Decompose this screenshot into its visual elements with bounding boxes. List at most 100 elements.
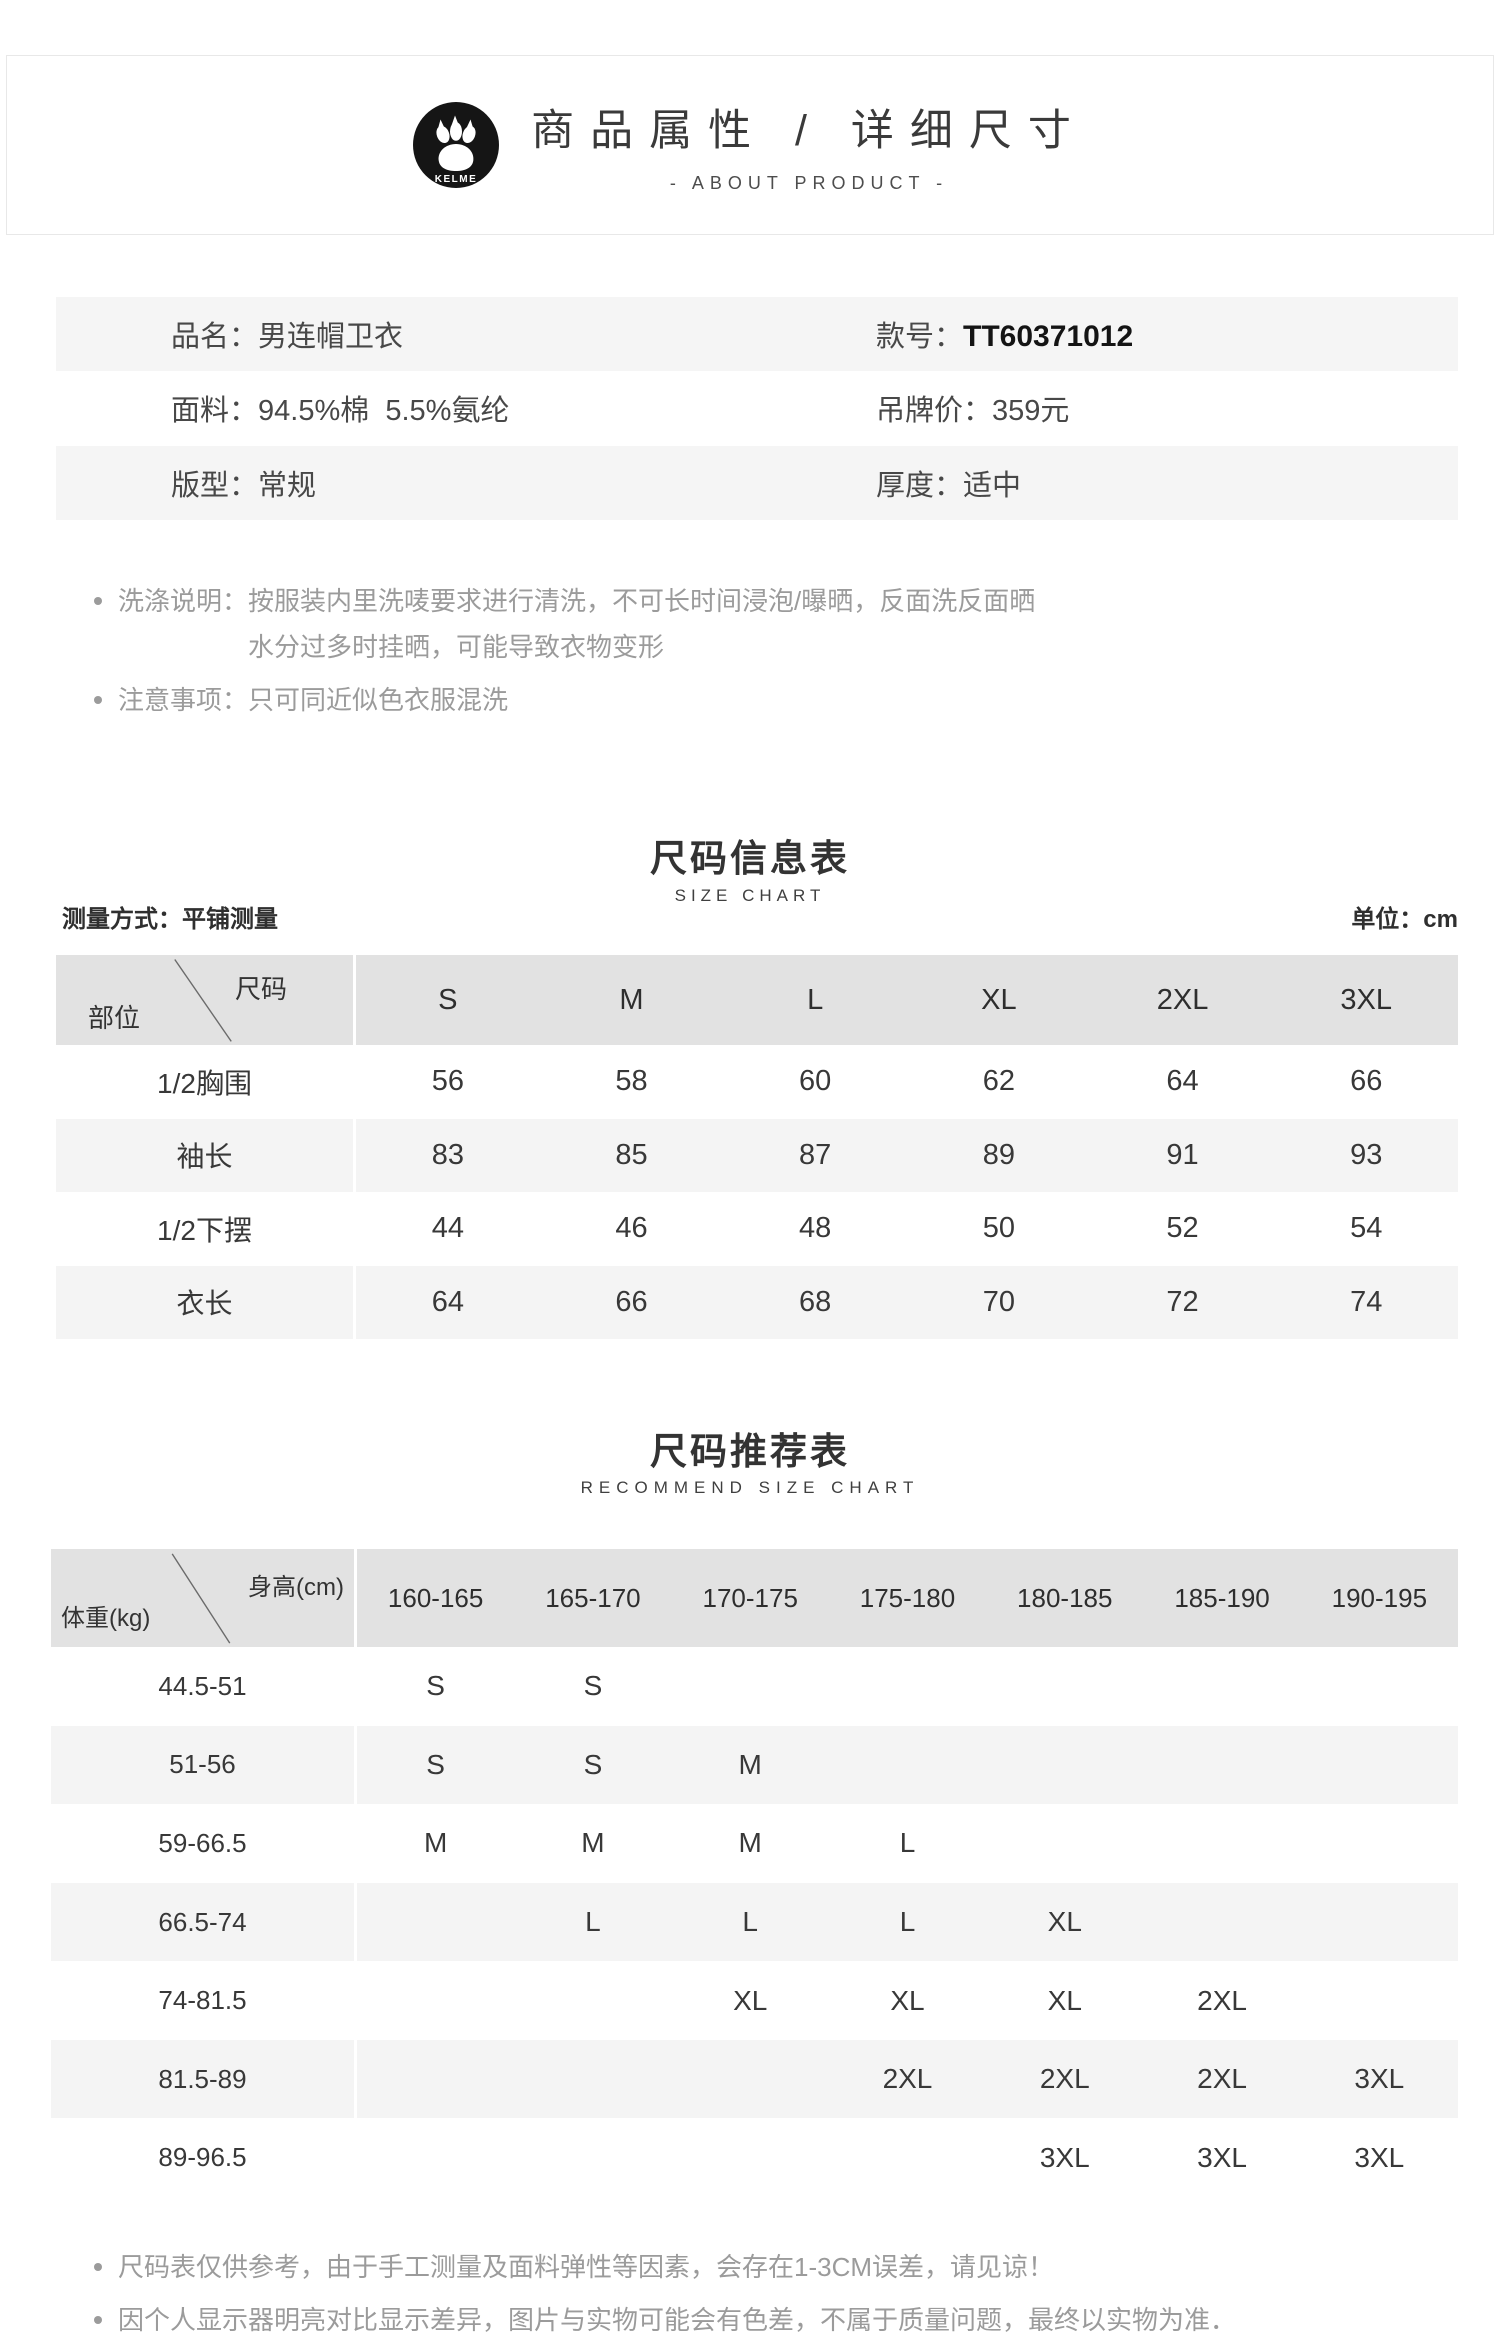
table-row: 66.5-74 L L L XL (51, 1882, 1458, 1962)
column-header: 3XL (1340, 983, 1392, 1016)
column-header: 175-180 (859, 1582, 956, 1613)
table-cell: XL (733, 1984, 768, 2016)
corner-bottom-label: 体重(kg) (61, 1605, 151, 1632)
page-title: 商品属性 / 详细尺寸 (531, 107, 1087, 155)
table-row: 51-56 S S M (51, 1725, 1458, 1805)
table-cell (986, 1647, 1143, 1726)
table-cell (357, 1883, 514, 1962)
bullet-icon (94, 696, 102, 704)
attribute-label: 吊牌价： (876, 395, 993, 428)
table-cell: S (583, 1748, 603, 1780)
row-label: 1/2胸围 (56, 1045, 356, 1119)
table-cell (986, 1804, 1143, 1883)
table-cell (829, 2118, 986, 2197)
note-text: 因个人显示器明亮对比显示差异，图片与实物可能会有色差，不属于质量问题，最终以实物… (118, 2305, 1237, 2335)
table-cell: 64 (431, 1285, 464, 1318)
table-cell (1301, 1883, 1458, 1962)
table-row: 89-96.5 3XL 3XL 3XL (51, 2118, 1458, 2198)
table-header-row: 尺码 部位 S M L XL 2XL 3XL (56, 955, 1458, 1045)
table-row: 74-81.5 XL XL XL 2XL (51, 1961, 1458, 2040)
attribute-value: TT60371012 (963, 320, 1134, 354)
logo-text: KELME (435, 174, 478, 185)
column-header: XL (981, 983, 1017, 1016)
row-label: 66.5-74 (51, 1882, 357, 1962)
note-text: 注意事项：只可同近似色衣服混洗 (118, 677, 508, 723)
recommend-chart-title: 尺码推荐表 (650, 1431, 850, 1472)
table-row: 59-66.5 M M M L (51, 1804, 1458, 1883)
care-notes: 洗涤说明：按服装内里洗唛要求进行清洗，不可长时间浸泡/曝晒，反面洗反面晒 水分过… (94, 578, 1424, 730)
kelme-logo: KELME (413, 102, 500, 188)
page-subtitle: - ABOUT PRODUCT - (669, 173, 949, 193)
corner-bottom-label: 部位 (88, 1003, 141, 1033)
table-cell: 56 (431, 1065, 464, 1098)
table-header-row: 身高(cm) 体重(kg) 160-165 165-170 170-175 175-1… (51, 1549, 1458, 1647)
table-cell: 46 (615, 1212, 648, 1245)
attribute-label: 厚度： (876, 469, 964, 502)
table-cell (1301, 1804, 1458, 1883)
table-cell (1301, 1647, 1458, 1726)
table-cell: M (423, 1827, 448, 1859)
bullet-icon (94, 2263, 102, 2271)
table-cell: 66 (1350, 1065, 1383, 1098)
attribute-fit: 版型：常规 (56, 462, 316, 504)
table-row: 1/2胸围 56 58 60 62 64 66 (56, 1045, 1458, 1119)
column-header: 180-185 (1017, 1582, 1113, 1613)
note-line: 水分过多时挂晒，可能导致衣物变形 (248, 632, 665, 662)
note-content: 按服装内里洗唛要求进行清洗，不可长时间浸泡/曝晒，反面洗反面晒 (248, 586, 1036, 616)
column-header: 2XL (1156, 983, 1209, 1016)
table-cell: 2XL (882, 2063, 933, 2095)
table-cell (986, 1726, 1143, 1805)
table-cell: 3XL (1197, 2141, 1247, 2173)
column-header: 165-170 (545, 1582, 641, 1613)
table-cell: 66 (615, 1285, 648, 1318)
row-label: 89-96.5 (51, 2118, 357, 2198)
row-label: 59-66.5 (51, 1804, 357, 1883)
table-cell: 2XL (1039, 2063, 1090, 2095)
header-banner: KELME 商品属性 / 详细尺寸 - ABOUT PRODUCT - (6, 55, 1494, 235)
table-cell (672, 1647, 829, 1726)
table-cell: 3XL (1039, 2141, 1090, 2173)
row-label: 81.5-89 (51, 2039, 357, 2119)
attribute-thickness: 厚度：适中 (876, 462, 1021, 504)
table-cell (357, 1961, 514, 2040)
table-cell: 2XL (1197, 2063, 1247, 2095)
recommend-size-table: 身高(cm) 体重(kg) 160-165 165-170 170-175 175-1… (51, 1549, 1458, 2198)
table-cell: 52 (1166, 1212, 1199, 1245)
column-header: 190-195 (1331, 1582, 1428, 1613)
attribute-value: 男连帽卫衣 (258, 321, 404, 354)
bullet-icon (94, 597, 102, 605)
row-label: 袖长 (56, 1118, 356, 1192)
column-header: S (438, 983, 458, 1016)
note-item: 因个人显示器明亮对比显示差异，图片与实物可能会有色差，不属于质量问题，最终以实物… (94, 2297, 1424, 2343)
table-cell: 60 (799, 1065, 832, 1098)
size-chart-table: 尺码 部位 S M L XL 2XL 3XL 1/2胸围 56 58 60 62 64 66 袖长 … (56, 955, 1458, 1339)
product-attributes-table: 品名：男连帽卫衣 款号：TT60371012 面料：94.5%棉 5.5%氨纶 … (56, 297, 1458, 520)
table-cell: L (899, 1827, 916, 1859)
note-line: 洗涤说明：按服装内里洗唛要求进行清洗，不可长时间浸泡/曝晒，反面洗反面晒 (118, 578, 1035, 624)
recommend-chart-subtitle: RECOMMEND SIZE CHART (580, 1478, 920, 1497)
table-cell: M (738, 1827, 762, 1859)
table-row: 袖长 83 85 87 89 91 93 (56, 1118, 1458, 1192)
table-cell: 54 (1350, 1212, 1383, 1245)
size-chart-subtitle: SIZE CHART (674, 886, 826, 905)
table-cell: 2XL (1197, 1984, 1247, 2016)
row-label: 51-56 (51, 1725, 357, 1805)
table-cell: 93 (1350, 1138, 1383, 1171)
table-cell: 48 (799, 1212, 832, 1245)
attribute-value: 常规 (258, 469, 317, 502)
table-cell: 68 (799, 1285, 832, 1318)
table-cell: 64 (1166, 1065, 1199, 1098)
attribute-label: 款号： (876, 321, 964, 354)
size-chart-title: 尺码信息表 (650, 838, 850, 879)
note-label: 洗涤说明： (118, 586, 249, 616)
table-cell (672, 2040, 829, 2119)
attribute-row: 面料：94.5%棉 5.5%氨纶 吊牌价：359元 (56, 371, 1458, 446)
attribute-row: 品名：男连帽卫衣 款号：TT60371012 (56, 297, 1458, 372)
attribute-value: 94.5%棉 5.5%氨纶 (258, 395, 510, 428)
table-cell: 62 (982, 1065, 1015, 1098)
table-cell (514, 1961, 671, 2040)
attribute-value: 359元 (992, 395, 1070, 428)
disclaimer-notes: 尺码表仅供参考，由于手工测量及面料弹性等因素，会存在1-3CM误差，请见谅！ 因… (94, 2244, 1424, 2350)
bullet-icon (94, 2316, 102, 2324)
